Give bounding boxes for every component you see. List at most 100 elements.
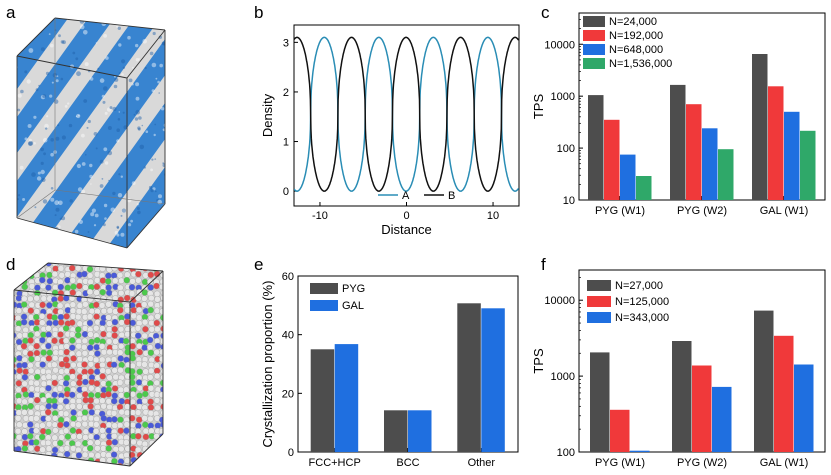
bead [146, 336, 154, 344]
texture-speck [90, 183, 92, 185]
texture-speck [27, 124, 32, 128]
texture-speck [40, 94, 46, 100]
bead [51, 361, 58, 368]
bead [82, 434, 89, 441]
bead [14, 428, 22, 435]
bead [21, 398, 28, 405]
bead [99, 277, 107, 284]
bead [100, 415, 107, 422]
bead [51, 314, 58, 321]
bead [160, 362, 163, 369]
bead [136, 392, 143, 399]
legend-swatch [310, 283, 338, 294]
bead [99, 427, 106, 434]
bead [129, 278, 136, 285]
bead [105, 338, 113, 345]
bead [64, 433, 72, 440]
bead [160, 320, 163, 327]
texture-speck [45, 228, 50, 233]
bead [100, 307, 108, 315]
texture-speck [137, 127, 141, 131]
texture-speck [107, 150, 113, 156]
bead [39, 319, 46, 326]
texture-speck [162, 163, 165, 168]
texture-speck [67, 102, 70, 105]
bead [153, 379, 160, 387]
bead [69, 373, 76, 380]
bead [69, 463, 76, 466]
bead [39, 404, 46, 411]
bead [62, 398, 70, 405]
blue-stripe [144, 18, 165, 248]
texture-speck [104, 217, 107, 220]
bead [111, 392, 118, 399]
bead [70, 380, 77, 387]
bar-pyg-w2--0 [670, 84, 686, 200]
texture-speck [95, 147, 98, 150]
bead [105, 278, 112, 285]
cube-edge [126, 203, 166, 249]
texture-speck [139, 144, 145, 150]
bead [39, 386, 46, 393]
texture-speck [159, 63, 163, 68]
bead [116, 379, 124, 386]
bead [147, 306, 154, 314]
bead [111, 326, 118, 333]
bead [141, 361, 148, 368]
bead [33, 415, 40, 422]
bead [112, 373, 119, 381]
bead [14, 332, 17, 339]
bead [76, 379, 83, 387]
bead [105, 427, 113, 434]
bead [136, 289, 143, 296]
bead [117, 296, 124, 303]
bead [130, 312, 137, 320]
bead [69, 337, 76, 344]
bead [158, 457, 163, 464]
y-tick-label: 40 [282, 330, 294, 342]
bead [135, 332, 142, 339]
bead [64, 284, 71, 291]
bead [88, 308, 96, 315]
bead [27, 362, 34, 369]
bead [81, 420, 88, 428]
bead [136, 368, 143, 375]
bead [34, 355, 41, 362]
x-tick-label: 10 [487, 210, 499, 222]
texture-speck [116, 128, 120, 132]
bead [123, 457, 131, 464]
texture-speck [127, 35, 131, 40]
bead [153, 464, 160, 466]
bead [64, 362, 71, 369]
bead [28, 391, 35, 399]
bead [110, 361, 118, 368]
bead [45, 451, 52, 458]
texture-speck [104, 111, 108, 115]
bead [57, 283, 64, 291]
texture-speck [113, 84, 118, 89]
bar-other-1 [481, 308, 505, 452]
x-tick-label: 0 [403, 210, 409, 222]
bead [15, 295, 23, 302]
bead [118, 445, 125, 453]
bead [141, 415, 148, 422]
bead [75, 440, 82, 448]
texture-speck [155, 77, 158, 80]
texture-speck [58, 200, 63, 206]
bead [142, 326, 149, 333]
bead [116, 272, 124, 279]
bead [147, 278, 154, 285]
bead [111, 318, 119, 326]
bar-pyg-w2--1 [692, 365, 712, 452]
texture-speck [134, 117, 139, 121]
y-tick-label: 1 [283, 137, 289, 149]
bead [146, 344, 154, 351]
x-tick-label: GAL (W1) [760, 457, 809, 469]
texture-speck [25, 223, 29, 227]
legend-label: PYG [342, 283, 365, 295]
y-tick-label: 1000 [551, 371, 575, 383]
bead [50, 457, 58, 464]
texture-speck [77, 187, 83, 192]
bead [21, 374, 29, 381]
